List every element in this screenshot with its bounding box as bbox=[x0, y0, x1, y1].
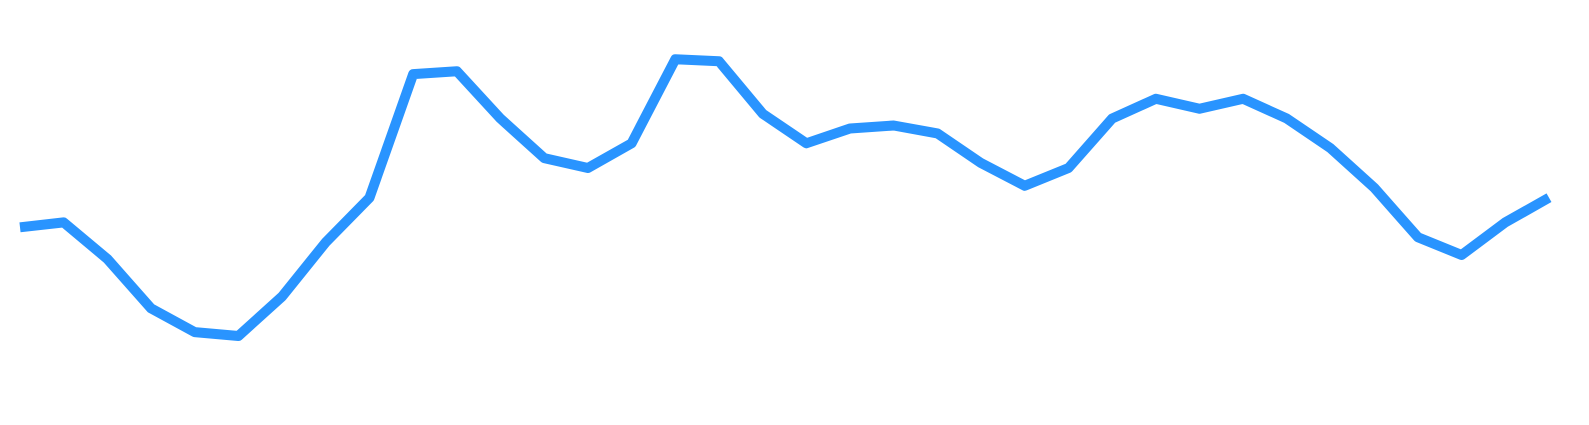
data-point bbox=[15, 222, 25, 232]
data-point bbox=[1238, 94, 1248, 104]
data-point bbox=[714, 56, 724, 66]
data-point bbox=[1020, 181, 1030, 191]
data-point bbox=[1500, 217, 1510, 227]
data-point bbox=[1151, 94, 1161, 104]
data-point bbox=[190, 327, 200, 337]
data-point bbox=[321, 237, 331, 247]
series-layer bbox=[15, 54, 1554, 341]
data-point bbox=[845, 124, 855, 134]
data-point bbox=[889, 121, 899, 131]
data-point bbox=[102, 254, 112, 264]
data-point bbox=[1457, 250, 1467, 260]
data-point bbox=[1282, 114, 1292, 124]
data-point bbox=[1544, 193, 1554, 203]
data-point bbox=[233, 331, 243, 341]
data-point bbox=[583, 163, 593, 173]
data-point bbox=[59, 217, 69, 227]
data-point bbox=[452, 66, 462, 76]
data-point bbox=[1195, 104, 1205, 114]
data-point bbox=[932, 128, 942, 138]
data-point bbox=[758, 109, 768, 119]
series-line bbox=[19, 54, 1552, 341]
data-point bbox=[801, 138, 811, 148]
data-point bbox=[408, 69, 418, 79]
data-point bbox=[277, 292, 287, 302]
data-point bbox=[1107, 114, 1117, 124]
data-point bbox=[670, 54, 680, 64]
data-point bbox=[1326, 143, 1336, 153]
data-point bbox=[976, 158, 986, 168]
data-point bbox=[365, 193, 375, 203]
data-point bbox=[539, 153, 549, 163]
data-point bbox=[146, 303, 156, 313]
data-point bbox=[1369, 183, 1379, 193]
data-point bbox=[1064, 163, 1074, 173]
data-point bbox=[1413, 232, 1423, 242]
data-point bbox=[627, 138, 637, 148]
data-point bbox=[496, 114, 506, 124]
